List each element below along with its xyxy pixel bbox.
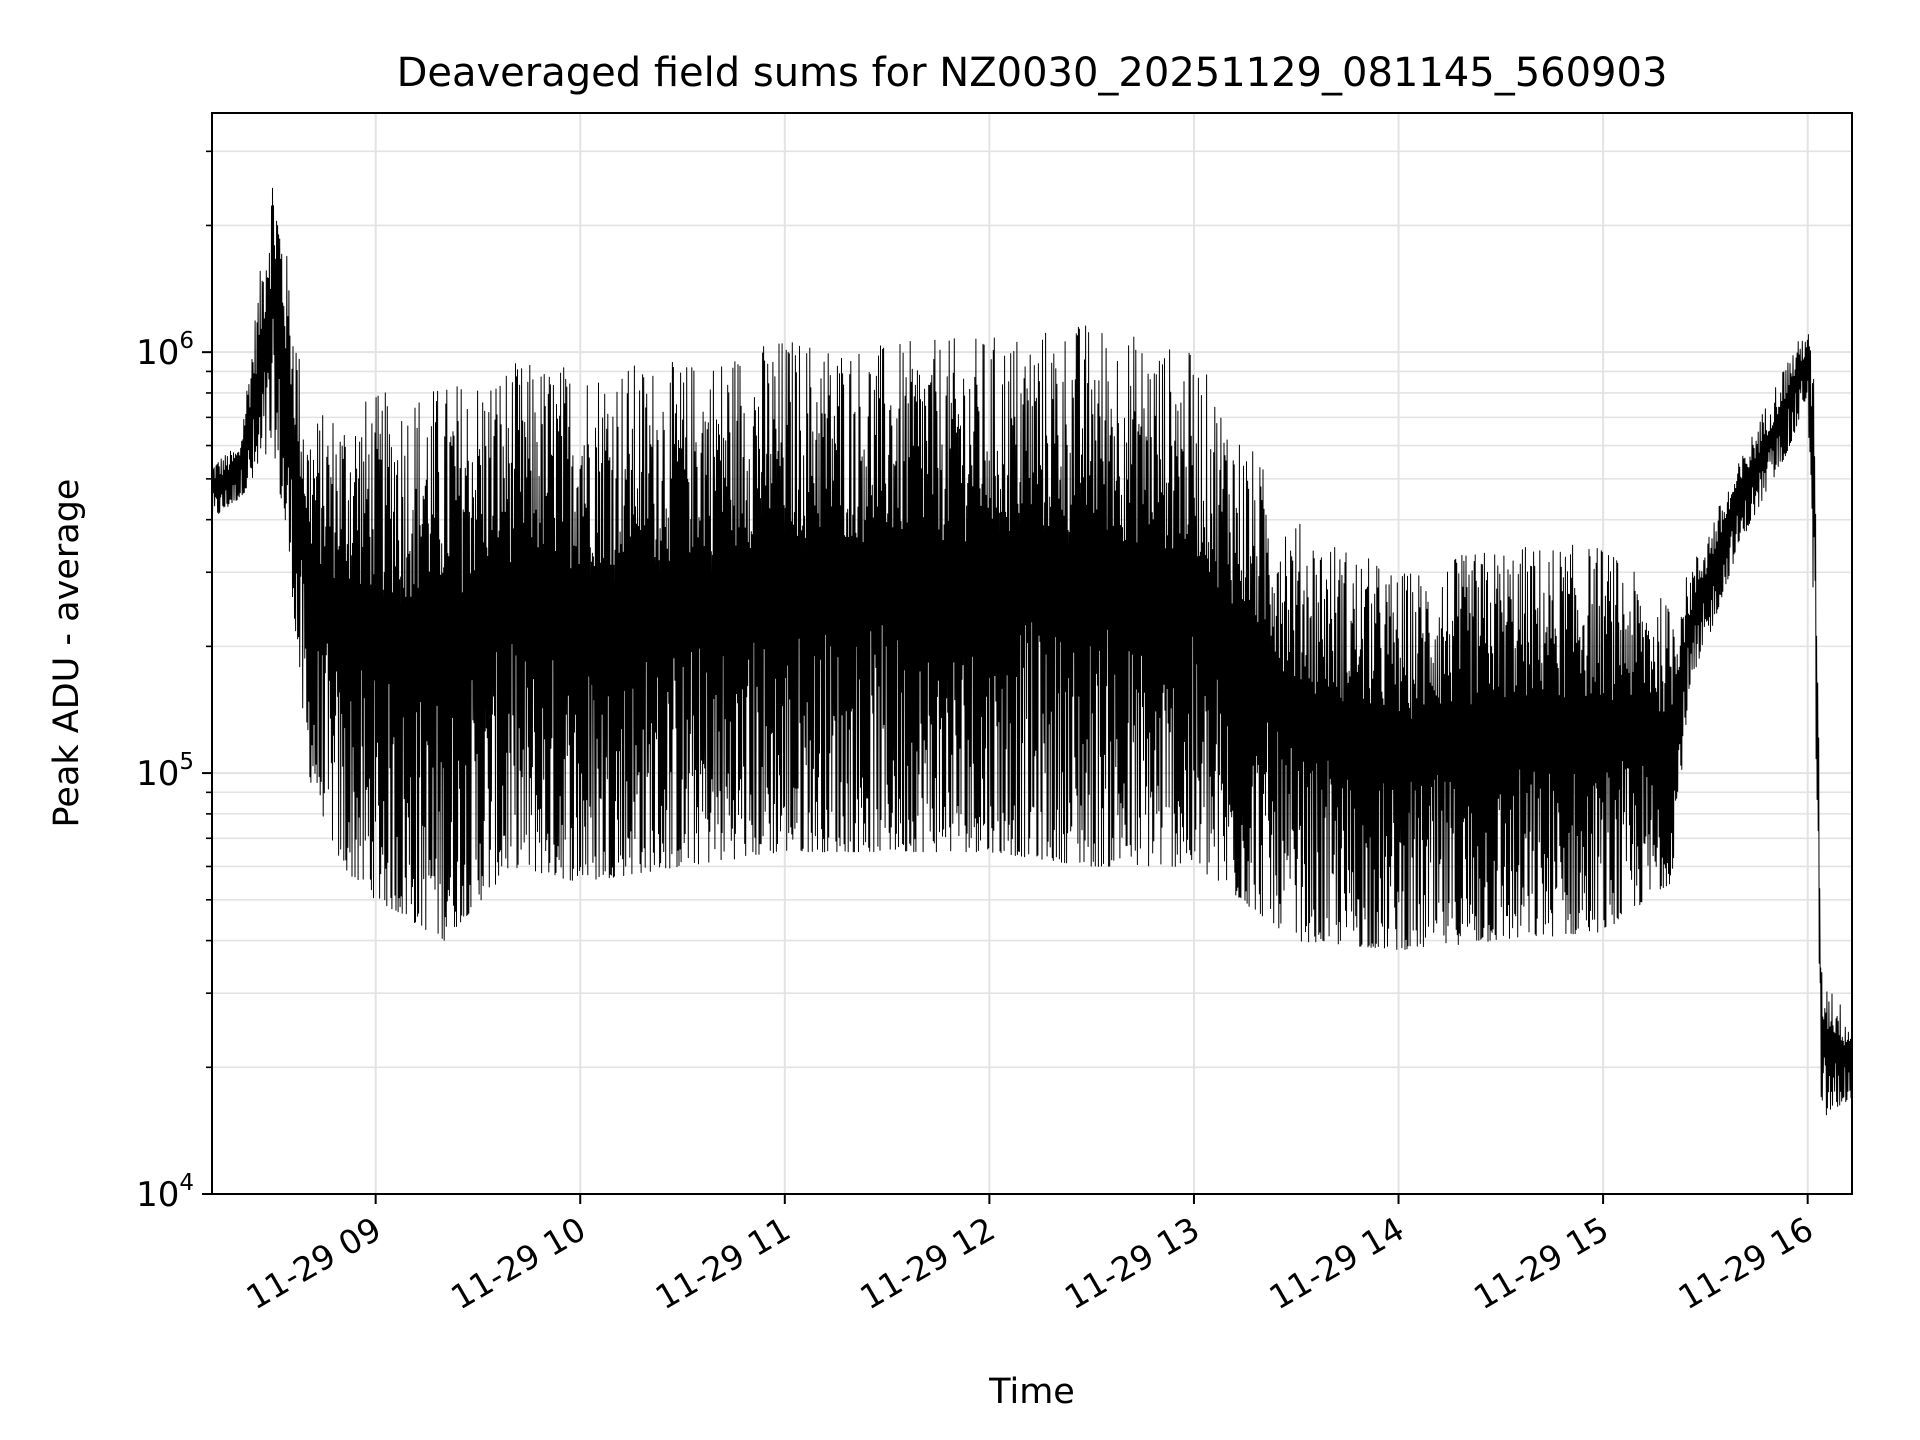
chart-title: Deaveraged field sums for NZ0030_2025112… xyxy=(397,50,1668,96)
plot-frame xyxy=(211,112,1853,1195)
y-tick-label: 106 xyxy=(136,328,194,373)
series-layer xyxy=(212,187,1852,1116)
y-axis-label: Peak ADU - average xyxy=(47,479,87,828)
y-tick-label: 105 xyxy=(136,749,194,794)
x-axis-label: Time xyxy=(988,1372,1075,1412)
series-line xyxy=(212,187,1852,1116)
